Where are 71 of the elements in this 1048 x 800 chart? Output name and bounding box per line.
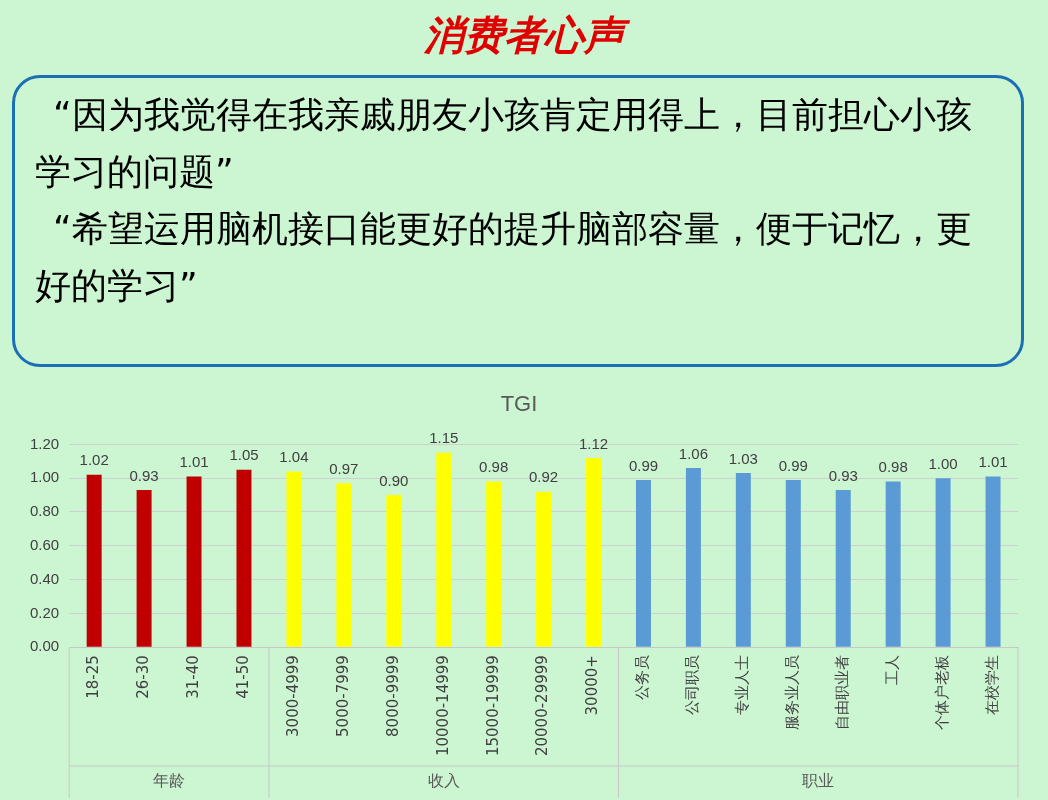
y-tick-label: 1.00 bbox=[29, 468, 60, 486]
data-label: 0.99 bbox=[778, 456, 808, 474]
data-label: 0.90 bbox=[379, 471, 409, 489]
data-label: 0.92 bbox=[529, 468, 559, 486]
bar bbox=[136, 490, 152, 647]
data-label: 1.00 bbox=[928, 454, 958, 472]
text: 收入 bbox=[427, 771, 460, 791]
bar bbox=[586, 457, 602, 647]
bar bbox=[536, 491, 552, 647]
data-label: 1.01 bbox=[179, 453, 209, 471]
data-label: 1.06 bbox=[678, 444, 709, 462]
x-tick-label: 31-40 bbox=[183, 655, 202, 699]
x-tick-label: 5000-7999 bbox=[333, 655, 352, 737]
text: 职业 bbox=[802, 771, 835, 791]
x-tick-label: 10000-14999 bbox=[433, 655, 452, 757]
x-tick-label: 18-25 bbox=[84, 655, 103, 699]
data-label: 1.01 bbox=[978, 453, 1008, 471]
bar bbox=[935, 478, 951, 647]
bar bbox=[336, 483, 352, 647]
x-tick-label: 3000-4999 bbox=[283, 655, 302, 737]
data-label: 0.97 bbox=[329, 459, 359, 477]
x-tick-label: 在校学生 bbox=[982, 655, 1001, 716]
data-label: 0.98 bbox=[479, 458, 509, 476]
x-tick-label: 8000-9999 bbox=[383, 655, 402, 737]
y-tick-label: 0.60 bbox=[29, 535, 60, 553]
chart-title: TGI bbox=[500, 391, 538, 417]
text: “因为我觉得在我亲戚朋友小孩肯定用得上，目前担心小孩学习的问题” bbox=[35, 93, 973, 194]
data-label: 0.93 bbox=[129, 466, 159, 484]
x-tick-label: 20000-29999 bbox=[533, 655, 552, 757]
x-tick-label: 41-50 bbox=[233, 655, 252, 699]
data-label: 0.98 bbox=[878, 458, 908, 476]
bar bbox=[735, 473, 751, 647]
data-label: 1.03 bbox=[728, 449, 758, 467]
bar bbox=[486, 481, 502, 647]
data-label: 1.02 bbox=[79, 451, 109, 469]
bar bbox=[286, 471, 302, 647]
x-tick-label: 服务业人员 bbox=[783, 655, 802, 731]
y-tick-label: 0.20 bbox=[29, 603, 60, 621]
x-tick-label: 专业人士 bbox=[733, 655, 752, 716]
bar bbox=[885, 481, 901, 647]
text: 年龄 bbox=[153, 771, 186, 791]
x-tick-label: 26-30 bbox=[133, 655, 152, 699]
bar bbox=[436, 452, 452, 647]
x-tick-label: 15000-19999 bbox=[483, 655, 502, 757]
bar bbox=[985, 476, 1001, 647]
y-tick-label: 0.00 bbox=[29, 637, 60, 655]
y-tick-label: 1.20 bbox=[29, 434, 60, 452]
bar bbox=[685, 468, 701, 647]
x-tick-label: 公司职员 bbox=[683, 655, 702, 716]
bar bbox=[186, 476, 202, 647]
data-label: 1.05 bbox=[229, 446, 259, 464]
x-tick-label: 个体户老板 bbox=[932, 655, 951, 731]
data-label: 0.99 bbox=[628, 456, 659, 474]
data-label: 1.12 bbox=[578, 434, 609, 452]
bar bbox=[386, 495, 402, 647]
data-label: 1.15 bbox=[429, 429, 459, 447]
x-tick-label: 工人 bbox=[883, 655, 902, 686]
x-tick-label: 30000+ bbox=[583, 655, 602, 716]
bar bbox=[635, 479, 651, 647]
bar bbox=[785, 479, 801, 647]
text: 消费者心声 bbox=[423, 10, 631, 60]
bar bbox=[236, 469, 252, 647]
x-tick-label: 公务员 bbox=[633, 655, 652, 701]
bar bbox=[86, 474, 102, 647]
y-tick-label: 0.40 bbox=[29, 569, 60, 587]
data-label: 0.93 bbox=[828, 466, 858, 484]
x-tick-label: 自由职业者 bbox=[833, 655, 852, 731]
text: “希望运用脑机接口能更好的提升脑部容量，便于记忆，更好的学习” bbox=[35, 207, 973, 308]
y-tick-label: 0.80 bbox=[29, 502, 60, 520]
data-label: 1.04 bbox=[279, 448, 309, 466]
bar bbox=[835, 490, 851, 647]
